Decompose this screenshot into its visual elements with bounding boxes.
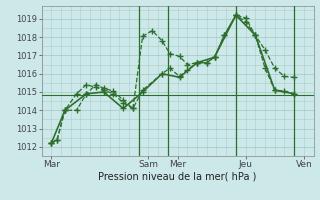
X-axis label: Pression niveau de la mer( hPa ): Pression niveau de la mer( hPa ) <box>99 172 257 182</box>
